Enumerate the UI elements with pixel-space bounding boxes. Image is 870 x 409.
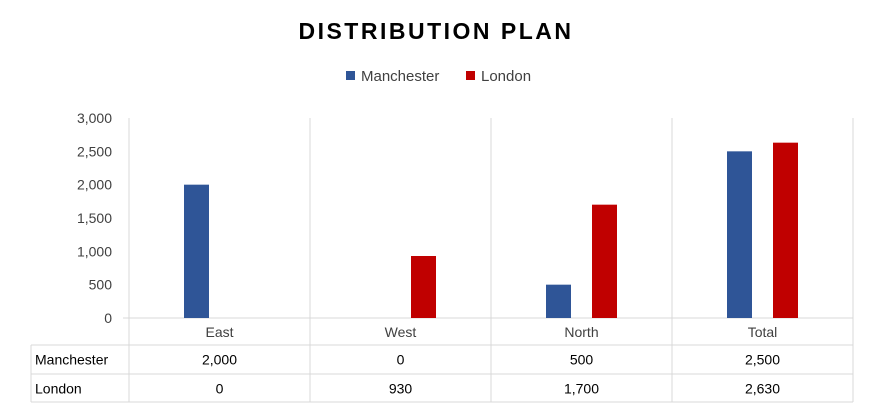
- bar-manchester-north: [546, 284, 571, 318]
- table-cell-value: 930: [389, 381, 413, 397]
- table-cell-value: 2,500: [745, 352, 780, 368]
- data-table: East West North Total Manchester 2,000 0 500 2,5…: [30, 318, 854, 403]
- table-cell-value: 0: [216, 381, 224, 397]
- legend-label-manchester: Manchester: [361, 68, 439, 85]
- category-label: Total: [748, 324, 778, 340]
- category-label: North: [564, 324, 598, 340]
- y-tick-label: 3,000: [77, 110, 112, 126]
- bar-manchester-east: [184, 184, 209, 318]
- legend-swatch-london: [466, 71, 475, 80]
- table-cell-value: 500: [570, 352, 594, 368]
- table-cell-value: 0: [397, 352, 405, 368]
- bar-london-total: [773, 142, 798, 318]
- bar-london-west: [411, 256, 436, 318]
- table-cell-value: 1,700: [564, 381, 599, 397]
- legend-label-london: London: [481, 68, 531, 85]
- table-cell-value: 2,000: [202, 352, 237, 368]
- y-tick-label: 1,000: [77, 243, 112, 259]
- table-row-label-london: London: [35, 381, 82, 397]
- y-tick-label: 2,500: [77, 143, 112, 159]
- y-axis: 0 500 1,000 1,500 2,000 2,500 3,000: [77, 110, 112, 326]
- bar-manchester-total: [727, 151, 752, 318]
- legend: Manchester London: [346, 68, 531, 85]
- legend-swatch-manchester: [346, 71, 355, 80]
- bars: [184, 142, 798, 318]
- y-tick-label: 0: [104, 310, 112, 326]
- table-cell-value: 2,630: [745, 381, 780, 397]
- y-tick-label: 1,500: [77, 210, 112, 226]
- chart-title: DISTRIBUTION PLAN: [298, 18, 573, 44]
- bar-london-north: [592, 204, 617, 318]
- y-tick-label: 500: [89, 277, 113, 293]
- y-tick-label: 2,000: [77, 177, 112, 193]
- category-label: East: [205, 324, 233, 340]
- table-row-label-manchester: Manchester: [35, 352, 108, 368]
- category-label: West: [385, 324, 417, 340]
